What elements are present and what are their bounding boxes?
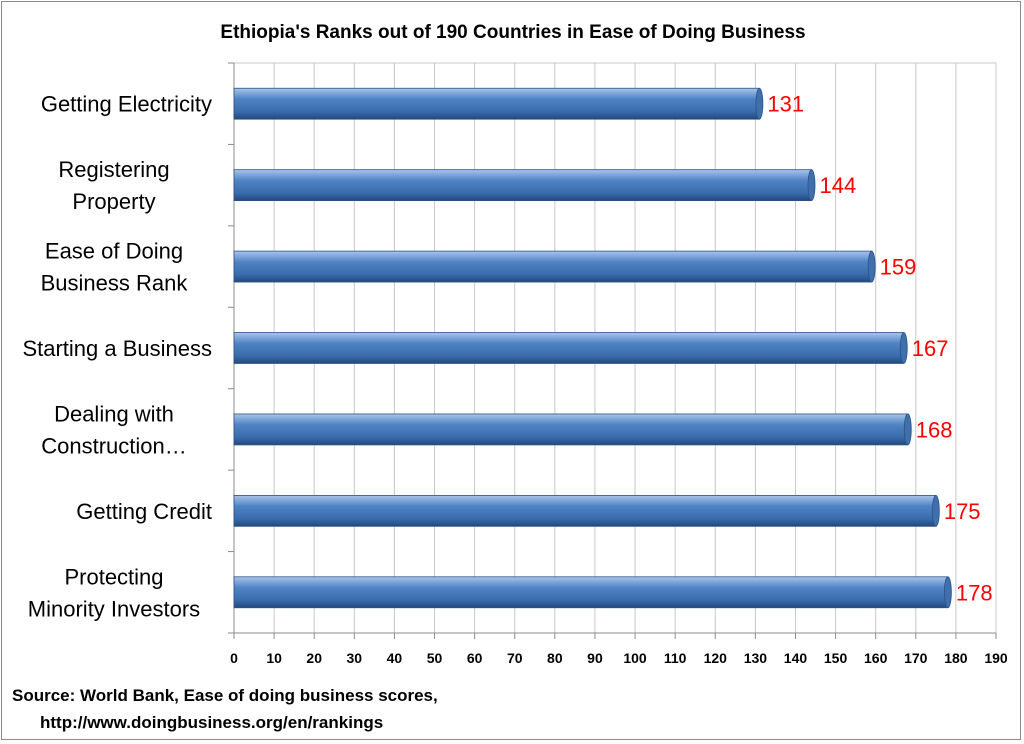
x-tick-label: 60 [467,650,483,666]
source-note-line-1: Source: World Bank, Ease of doing busine… [12,686,438,705]
bar-5 [233,494,937,527]
bar-4 [233,413,909,446]
source-note-url: http://www.doingbusiness.org/en/rankings [40,713,383,732]
category-label-line: Getting Credit [76,499,212,524]
category-label-5: Getting Credit [76,499,212,524]
data-label-4: 168 [916,417,953,442]
x-tick-label: 110 [664,650,687,666]
category-label-2: Ease of Doing Business Rank [41,239,189,296]
x-tick-label: 150 [824,650,848,666]
x-tick-label: 180 [944,650,968,666]
x-tick-label: 170 [904,650,928,666]
x-tick-label: 80 [547,650,563,666]
category-label-line: Registering [58,157,169,182]
bar-cap-6 [943,576,952,609]
category-label-line: Starting a Business [22,336,212,361]
x-tick-label: 0 [230,650,238,666]
x-tick-label: 130 [744,650,768,666]
category-label-line: Minority Investors [28,596,200,621]
data-label-2: 159 [880,255,917,280]
category-label-line: Protecting [64,564,163,589]
category-label-line: Construction… [41,433,187,458]
category-label-line: Business Rank [41,271,189,296]
data-label-1: 144 [820,173,857,198]
x-tick-label: 90 [587,650,603,666]
category-label-0: Getting Electricity [41,92,212,117]
x-tick-label: 30 [347,650,363,666]
chart-title: Ethiopia's Ranks out of 190 Countries in… [220,22,805,43]
x-tick-label: 20 [306,650,322,666]
data-label-6: 178 [956,580,993,605]
category-label-6: Protecting Minority Investors [28,564,200,621]
bar-2 [233,250,873,283]
bar-cap-0 [755,87,764,120]
x-tick-label: 140 [784,650,808,666]
bar-cap-4 [903,413,912,446]
bar-cap-3 [899,332,908,364]
bars [233,87,952,609]
category-label-line: Getting Electricity [41,92,212,117]
labels: 0 10 20 30 40 50 60 70 80 90 100 110 120 130 140 150 160… [22,92,1007,666]
x-tick-label: 40 [387,650,403,666]
bar-cap-2 [867,250,876,283]
x-tick-label: 50 [427,650,443,666]
category-label-line: Dealing with [54,401,174,426]
category-label-line: Property [72,189,155,214]
bar-cap-1 [807,169,816,202]
bar-3 [233,332,905,364]
bar-0 [233,87,760,120]
data-label-0: 131 [767,92,804,117]
x-tick-label: 100 [623,650,647,666]
data-label-3: 167 [912,336,949,361]
data-label-5: 175 [944,499,981,524]
category-label-4: Dealing with Construction… [41,401,187,458]
bar-6 [233,576,949,609]
category-label-3: Starting a Business [22,336,212,361]
x-tick-label: 190 [984,650,1008,666]
bar-cap-5 [931,494,940,527]
x-tick-label: 10 [266,650,282,666]
bar-1 [233,169,812,202]
category-label-1: Registering Property [58,157,169,214]
category-label-line: Ease of Doing [45,239,183,264]
x-tick-label: 160 [864,650,888,666]
x-tick-label: 70 [507,650,523,666]
x-tick-label: 120 [704,650,728,666]
